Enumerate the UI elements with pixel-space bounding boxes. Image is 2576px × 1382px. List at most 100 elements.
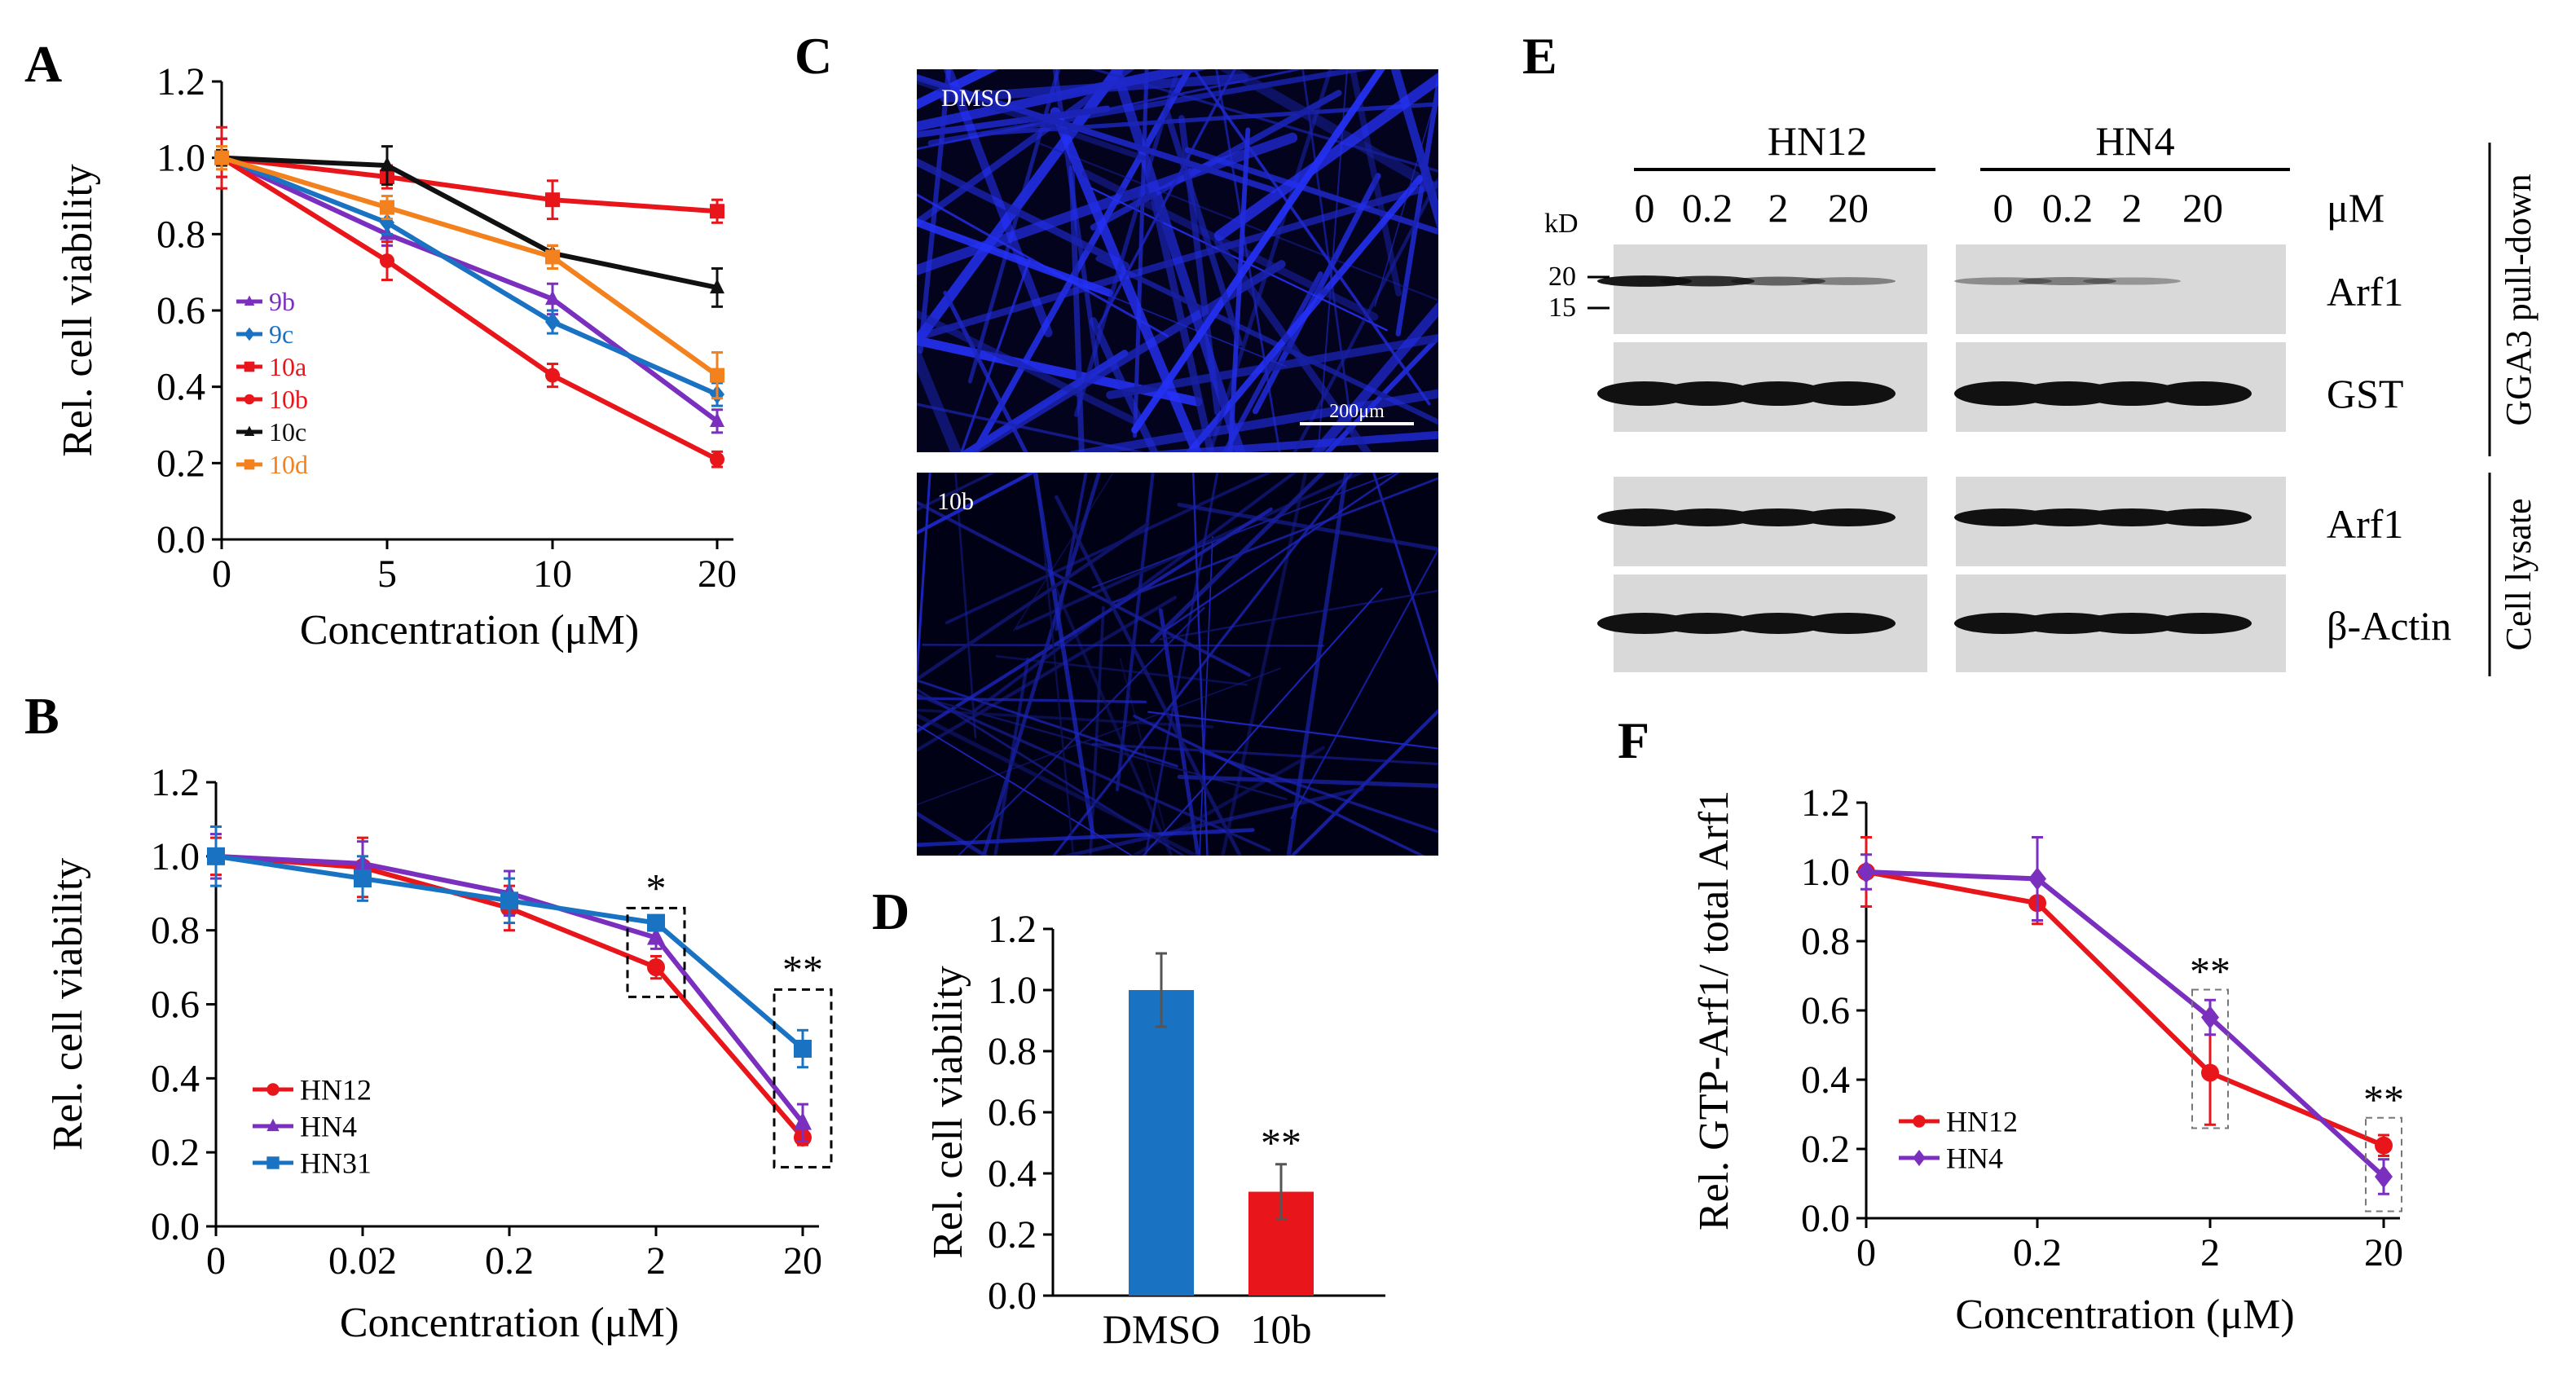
concentration-label: 2 [1768,185,1789,231]
series-line-hn4 [1865,869,2386,1179]
legend-label-9b: 9b [269,287,295,316]
blot-band [1660,381,1755,406]
fiber-strand [1036,473,1075,856]
legend-marker [244,459,255,470]
blot-band [1731,276,1825,286]
fiber-strand [917,694,1288,800]
concentration-label: 0.2 [2042,185,2094,231]
y-tick-label: 0.8 [1801,920,1850,963]
fiber-strand [917,310,1137,425]
data-point-9b [710,412,724,428]
y-tick-label: 1.2 [151,761,200,804]
series-line-10b [220,156,719,462]
legend-label-hn12: HN12 [300,1074,372,1107]
data-point-10d [214,150,229,165]
data-point-hn4 [2375,1164,2393,1189]
fiber-strand [1372,473,1438,684]
fiber-strand [917,77,1147,161]
fiber-strand [1323,333,1438,452]
legend-label-10a: 10a [269,352,306,381]
fiber-strand [1159,589,1438,640]
fiber-strand [1227,127,1251,452]
blot-band [2154,508,2252,526]
blot-band [1731,381,1825,406]
microscopy-dmso-image: DMSO 200μm [917,69,1438,452]
y-tick-label: 0.6 [156,289,205,332]
y-axis-title: Rel. cell viability [925,966,971,1259]
fiber-strand [1150,473,1326,644]
data-point-10b [380,253,394,269]
blot-gap [1927,574,1956,672]
x-tick-label: 2 [2200,1231,2220,1274]
chart-panel-f: 0.0 0.2 0.4 0.6 0.8 1.0 1.2 0 0.2 2 20 Concentratio… [1691,781,2404,1338]
y-axis-title: Rel. GTP-Arf1/ total Arf1 [1691,790,1737,1230]
blot-band [1954,277,2052,285]
unit-label: μM [2327,185,2384,231]
fiber-strand [1177,502,1438,552]
y-tick-label: 1.0 [156,137,205,180]
fiber-strand [993,657,1030,856]
y-tick-label: 1.2 [156,60,205,103]
fiber-strand [917,697,1147,704]
significance-label: * [646,865,667,910]
panel-letter-d: D [872,882,909,940]
y-tick-label: 0.2 [151,1131,200,1174]
microscopy-dmso-label: DMSO [941,85,1012,112]
legend-marker [244,295,255,306]
data-point-hn31 [794,1040,812,1058]
y-tick-label: 0.4 [156,366,205,409]
panel-letter-e: E [1522,27,1557,85]
data-point-hn12 [2201,1063,2219,1082]
panel-letter-f: F [1618,711,1649,769]
series-line-10d [221,155,719,378]
fiber-strand [917,712,1200,856]
group-label-hn4: HN4 [2095,118,2174,164]
blot-band [2083,277,2181,285]
significance-label: ** [1261,1120,1301,1165]
blot-band [1731,508,1825,526]
y-tick-label: 0.6 [151,984,200,1027]
fiber-strand [927,69,1374,146]
data-point-hn31 [647,913,665,932]
legend-marker [244,425,255,437]
fiber-strand [917,522,1150,682]
fiber-strand [917,341,962,452]
10b-fibers [917,473,1438,856]
fiber-strand [981,473,1102,856]
significance-box [2191,988,2229,1129]
legend-marker [266,1083,280,1096]
blot-band [1801,508,1896,526]
significance-label: ** [782,946,823,992]
legend-label-hn4: HN4 [300,1111,357,1143]
fiber-strand [1163,106,1243,346]
fiber-strand [917,724,1134,856]
fiber-strand [917,473,931,694]
data-point-hn4 [1857,860,1875,884]
blot-band [2083,613,2181,634]
legend-label-hn4: HN4 [1946,1142,2003,1175]
x-tick-label: 0 [1856,1231,1876,1274]
fiber-strand [1317,69,1349,452]
fiber-strand [1199,535,1213,856]
x-tick-label: 0.2 [485,1239,534,1283]
dmso-fibers [917,69,1438,452]
blot-band [2019,277,2116,285]
legend-label-9c: 9c [269,319,293,349]
legend-marker [244,361,255,372]
y-tick-label: 1.0 [988,969,1037,1012]
fiber-strand [1292,175,1438,452]
microscopy-10b-image: 10b [917,473,1438,856]
blot-band [1660,275,1755,287]
side-label-pulldown: GGA3 pull-down [2499,174,2539,425]
blot-band [1731,613,1825,634]
fiber-strand [1119,658,1173,856]
legend-marker [266,1118,280,1132]
fiber-strand [917,693,1271,852]
fiber-strand [917,69,999,110]
fiber-strand [1073,69,1181,417]
fiber-strand [1091,473,1397,588]
fiber-strand [1130,746,1325,856]
blot-strips [1597,244,2286,672]
legend-label-10d: 10d [269,450,308,479]
